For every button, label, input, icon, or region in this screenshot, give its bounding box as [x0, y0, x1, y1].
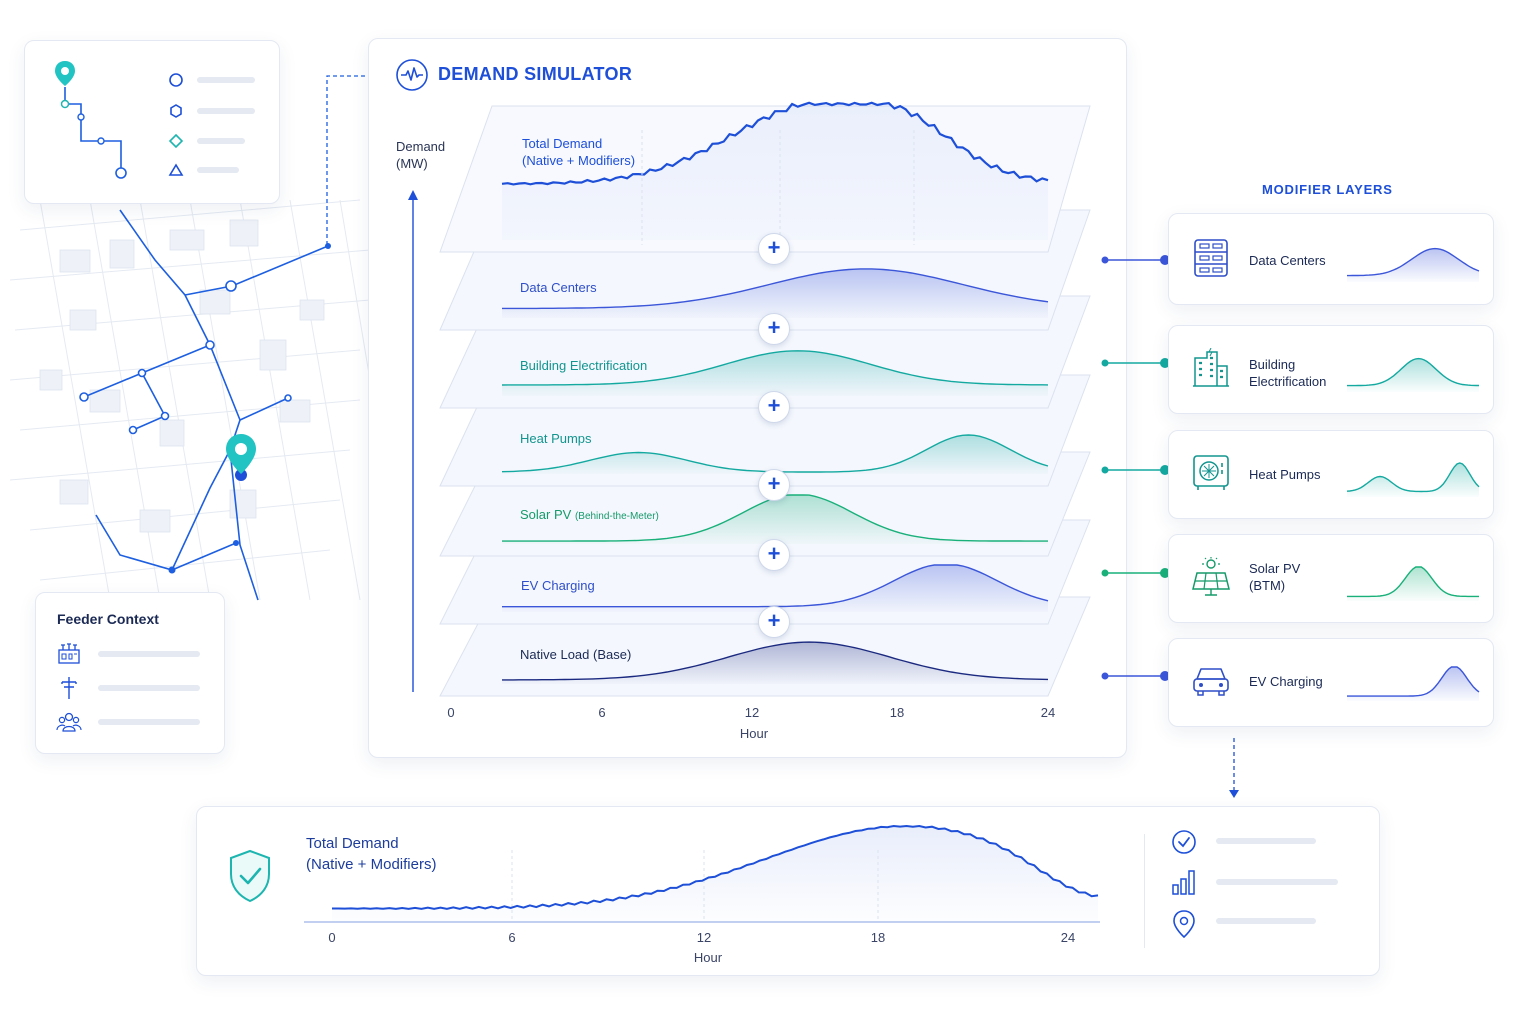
x-tick-label: 12 — [744, 705, 760, 720]
add-layer-button[interactable]: + — [758, 313, 790, 345]
bar-chart-icon[interactable] — [1170, 868, 1198, 896]
car-icon — [1193, 668, 1229, 696]
feeder-context-title: Feeder Context — [57, 611, 159, 627]
feeder-placeholder — [98, 685, 200, 691]
bottom-x-axis-title: Hour — [693, 950, 723, 965]
modifier-layers-header: MODIFIER LAYERS — [1262, 182, 1393, 197]
modifier-card-solar-pv[interactable]: Solar PV (BTM) — [1168, 534, 1494, 623]
add-layer-button[interactable]: + — [758, 469, 790, 501]
layer-label-native-load: Native Load (Base) — [520, 647, 632, 662]
substation-icon — [58, 643, 80, 664]
bottom-x-tick-label: 24 — [1060, 930, 1076, 945]
modifier-connectors — [1101, 255, 1170, 681]
modifier-label: Building Electrification — [1249, 357, 1327, 389]
feeder-placeholder — [98, 651, 200, 657]
modifier-card-building-electrification[interactable]: Building Electrification — [1168, 325, 1494, 414]
layer-plane — [439, 101, 1091, 253]
heat-pump-icon — [1193, 455, 1229, 490]
modifier-label: Heat Pumps — [1249, 467, 1321, 482]
modifier-sparkline — [1347, 566, 1479, 601]
bottom-x-tick-label: 18 — [870, 930, 886, 945]
route-icon — [55, 61, 127, 179]
simulator-title: DEMAND SIMULATOR — [438, 64, 633, 84]
legend-placeholder — [197, 108, 255, 114]
map-pin-icon[interactable] — [224, 432, 258, 478]
building-icon — [1193, 348, 1229, 387]
hexagon-icon — [170, 104, 182, 118]
summary-placeholder — [1216, 918, 1316, 924]
x-tick-label: 0 — [447, 705, 455, 720]
add-layer-button[interactable]: + — [758, 539, 790, 571]
bottom-x-tick-label: 6 — [508, 930, 516, 945]
modifier-sparkline — [1347, 357, 1479, 392]
utility-pole-icon — [61, 677, 77, 699]
x-tick-label: 6 — [598, 705, 606, 720]
triangle-icon — [168, 163, 184, 176]
summary-placeholder — [1216, 838, 1316, 844]
customers-icon — [56, 712, 82, 732]
feeder-context-card: Feeder Context — [35, 592, 225, 754]
legend-placeholder — [197, 138, 245, 144]
solar-panel-icon — [1192, 557, 1230, 596]
bottom-divider — [1144, 834, 1145, 948]
pulse-icon — [396, 59, 428, 91]
modifier-label: Solar PV (BTM) — [1249, 561, 1301, 593]
server-icon — [1194, 239, 1228, 277]
modifier-label: Data Centers — [1249, 253, 1326, 268]
layer-label-data-centers: Data Centers — [520, 280, 597, 295]
shield-check-icon — [230, 849, 270, 903]
summary-placeholder — [1216, 879, 1338, 885]
layer-label-total-demand: Total Demand (Native + Modifiers) — [522, 136, 636, 168]
modifier-card-heat-pumps[interactable]: Heat Pumps — [1168, 430, 1494, 519]
y-axis-label: Demand (MW) — [396, 139, 446, 171]
diamond-icon — [168, 133, 184, 149]
arrow-down-icon — [1229, 738, 1239, 798]
map-connector — [326, 75, 368, 245]
add-layer-button[interactable]: + — [758, 606, 790, 638]
modifier-sparkline — [1347, 247, 1480, 282]
check-circle-icon[interactable] — [1171, 829, 1197, 855]
x-axis-title: Hour — [739, 726, 769, 741]
feeder-map — [9, 199, 380, 601]
layer-label-solar-pv: Solar PV (Behind-the-Meter) — [520, 507, 659, 522]
modifier-sparkline — [1347, 666, 1480, 701]
bottom-x-tick-label: 12 — [696, 930, 712, 945]
x-tick-label: 24 — [1040, 705, 1056, 720]
x-tick-label: 18 — [889, 705, 905, 720]
add-layer-button[interactable]: + — [758, 391, 790, 423]
legend-placeholder — [197, 77, 255, 83]
layer-label-heat-pumps: Heat Pumps — [520, 431, 592, 446]
modifier-sparkline — [1346, 462, 1480, 497]
modifier-label: EV Charging — [1249, 674, 1323, 689]
layer-label-ev-charging: EV Charging — [521, 578, 595, 593]
layer-label-building-electrification: Building Electrification — [520, 358, 648, 373]
modifier-card-data-centers[interactable]: Data Centers — [1168, 213, 1494, 305]
bottom-x-tick-label: 0 — [328, 930, 336, 945]
add-layer-button[interactable]: + — [758, 233, 790, 265]
feeder-placeholder — [98, 719, 200, 725]
circle-icon — [169, 73, 183, 87]
total-demand-title: Total Demand (Native + Modifiers) — [306, 835, 437, 873]
location-pin-icon[interactable] — [1171, 909, 1197, 939]
network-legend-card — [24, 40, 280, 204]
modifier-card-ev-charging[interactable]: EV Charging — [1168, 638, 1494, 727]
legend-placeholder — [197, 167, 239, 173]
